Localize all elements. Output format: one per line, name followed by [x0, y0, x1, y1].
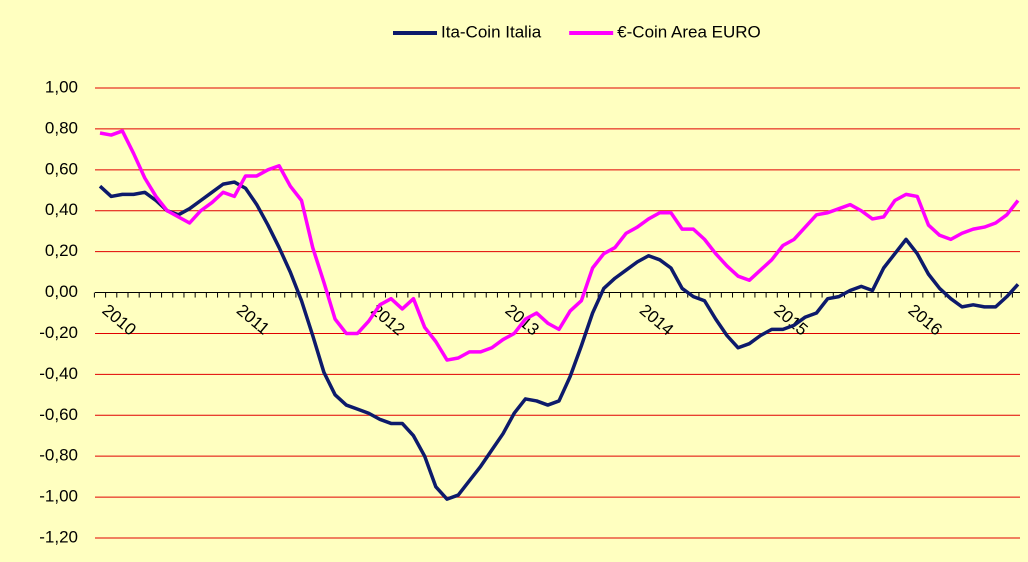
legend-label: €-Coin Area EURO [617, 22, 761, 41]
y-tick-label: 0,80 [45, 118, 78, 137]
y-tick-label: -0,60 [39, 405, 78, 424]
y-tick-label: -1,20 [39, 527, 78, 546]
y-tick-label: -0,40 [39, 364, 78, 383]
y-tick-label: 0,40 [45, 200, 78, 219]
y-tick-label: 0,60 [45, 159, 78, 178]
y-tick-label: -1,00 [39, 487, 78, 506]
y-tick-label: -0,20 [39, 323, 78, 342]
legend: Ita-Coin Italia €-Coin Area EURO [393, 22, 761, 41]
y-tick-label: 0,20 [45, 241, 78, 260]
y-tick-label: 1,00 [45, 77, 78, 96]
y-tick-label: -0,80 [39, 446, 78, 465]
y-tick-label: 0,00 [45, 282, 78, 301]
series-line [98, 180, 1020, 501]
legend-label: Ita-Coin Italia [441, 22, 542, 41]
series-line [99, 129, 1020, 362]
